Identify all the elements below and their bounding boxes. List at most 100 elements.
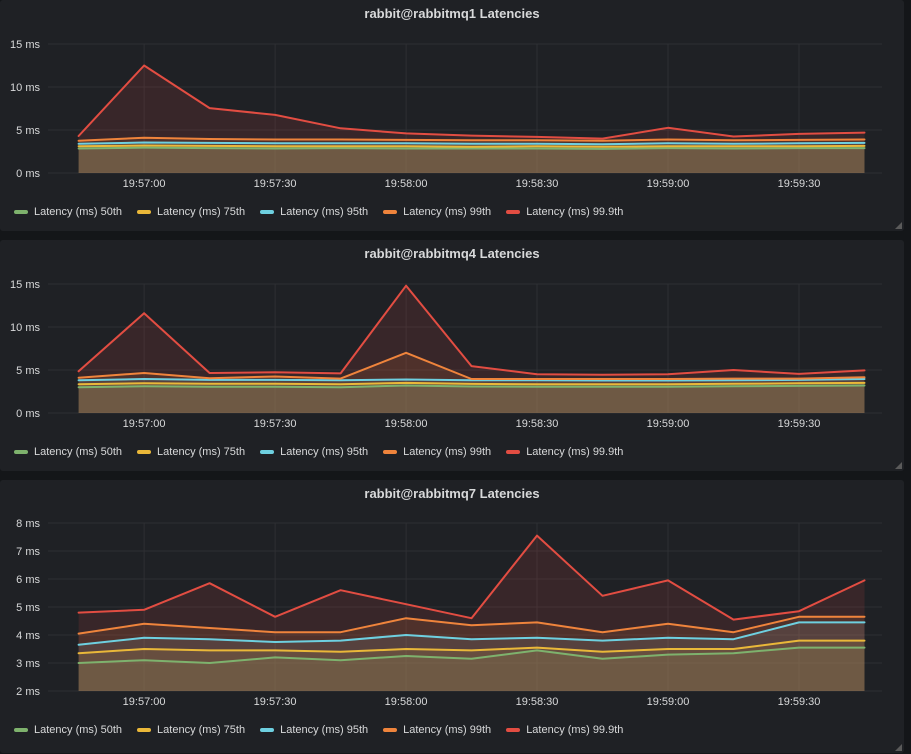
svg-text:19:59:00: 19:59:00 [647,418,690,430]
legend-marker-icon [383,728,398,732]
x-axis-labels: 19:57:00 19:57:30 19:58:00 19:58:30 19:59:00… [123,418,821,430]
legend-item-75th[interactable]: Latency (ms) 75th [137,724,245,736]
chart-legend: Latency (ms) 50th Latency (ms) 75th Latenc… [0,441,904,463]
legend-item-95th[interactable]: Latency (ms) 95th [260,206,368,218]
legend-label: Latency (ms) 95th [280,206,369,218]
legend-label: Latency (ms) 75th [157,724,246,736]
svg-text:19:59:30: 19:59:30 [778,178,821,190]
svg-text:19:58:30: 19:58:30 [516,178,559,190]
svg-text:7 ms: 7 ms [16,546,40,558]
svg-text:8 ms: 8 ms [16,518,40,530]
svg-text:5 ms: 5 ms [16,602,40,614]
svg-text:19:58:30: 19:58:30 [516,418,559,430]
series-areas [78,65,865,173]
svg-text:5 ms: 5 ms [16,125,40,137]
svg-text:19:59:30: 19:59:30 [778,696,821,708]
svg-text:10 ms: 10 ms [10,322,40,334]
svg-text:15 ms: 15 ms [10,39,40,51]
legend-marker-icon [14,728,28,732]
series-areas [78,285,865,413]
chart-legend: Latency (ms) 50th Latency (ms) 75th Latenc… [0,719,904,741]
series-lines [77,534,866,664]
legend-item-50th[interactable]: Latency (ms) 50th [14,206,122,218]
svg-text:2 ms: 2 ms [16,686,40,698]
legend-item-95th[interactable]: Latency (ms) 95th [260,724,368,736]
legend-marker-icon [137,450,152,454]
panel-resize-handle-icon[interactable] [895,222,902,229]
legend-label: Latency (ms) 50th [34,446,123,458]
svg-text:19:58:00: 19:58:00 [385,418,428,430]
panel-title[interactable]: rabbit@rabbitmq1 Latencies [364,6,540,21]
svg-text:15 ms: 15 ms [10,279,40,291]
svg-text:5 ms: 5 ms [16,365,40,377]
legend-marker-icon [506,728,521,732]
y-axis-labels: 2 ms 3 ms 4 ms 5 ms 6 ms 7 ms 8 ms [16,518,40,698]
svg-text:19:57:00: 19:57:00 [123,178,166,190]
legend-marker-icon [506,450,521,454]
legend-label: Latency (ms) 99.9th [526,206,624,218]
panel-resize-handle-icon[interactable] [895,744,902,751]
legend-label: Latency (ms) 95th [280,446,369,458]
legend-marker-icon [383,450,398,454]
chart-canvas[interactable]: 0 ms 5 ms 10 ms 15 ms 19:57:00 19:57:30 19:58:… [0,268,904,438]
legend-label: Latency (ms) 99th [403,446,492,458]
chart-canvas[interactable]: 0 ms 5 ms 10 ms 15 ms 19:57:00 19:57:30 19:58:… [0,28,904,198]
legend-label: Latency (ms) 99th [403,206,492,218]
legend-marker-icon [506,210,521,214]
legend-item-99th[interactable]: Latency (ms) 99th [383,446,491,458]
x-axis-labels: 19:57:00 19:57:30 19:58:00 19:58:30 19:59:00… [123,178,821,190]
svg-text:19:57:30: 19:57:30 [254,418,297,430]
legend-item-99th[interactable]: Latency (ms) 99th [383,724,491,736]
svg-text:3 ms: 3 ms [16,658,40,670]
legend-marker-icon [137,728,152,732]
legend-marker-icon [260,450,275,454]
panel-rabbitmq1: rabbit@rabbitmq1 Latencies 0 ms 5 ms 10 ms… [0,0,904,231]
svg-text:0 ms: 0 ms [16,408,40,420]
svg-text:19:59:00: 19:59:00 [647,696,690,708]
svg-text:19:58:30: 19:58:30 [516,696,559,708]
svg-text:19:57:00: 19:57:00 [123,418,166,430]
legend-marker-icon [260,210,275,214]
legend-marker-icon [137,210,152,214]
legend-label: Latency (ms) 99.9th [526,446,624,458]
panel-title[interactable]: rabbit@rabbitmq7 Latencies [364,486,540,501]
legend-item-99.9th[interactable]: Latency (ms) 99.9th [506,206,623,218]
legend-item-50th[interactable]: Latency (ms) 50th [14,724,122,736]
svg-text:4 ms: 4 ms [16,630,40,642]
svg-text:19:58:00: 19:58:00 [385,178,428,190]
legend-item-75th[interactable]: Latency (ms) 75th [137,446,245,458]
series-areas [78,535,865,691]
svg-text:19:57:00: 19:57:00 [123,696,166,708]
series-lines [77,64,866,150]
panel-rabbitmq7: rabbit@rabbitmq7 Latencies 2 ms 3 ms 4 ms 5… [0,480,904,753]
legend-marker-icon [14,210,28,214]
legend-label: Latency (ms) 75th [157,446,246,458]
svg-text:19:57:30: 19:57:30 [254,178,297,190]
svg-text:19:59:00: 19:59:00 [647,178,690,190]
svg-text:6 ms: 6 ms [16,574,40,586]
legend-label: Latency (ms) 50th [34,206,123,218]
legend-label: Latency (ms) 75th [157,206,246,218]
svg-text:19:59:30: 19:59:30 [778,418,821,430]
x-axis-labels: 19:57:00 19:57:30 19:58:00 19:58:30 19:59:00… [123,696,821,708]
legend-item-50th[interactable]: Latency (ms) 50th [14,446,122,458]
y-axis-labels: 0 ms 5 ms 10 ms 15 ms [10,279,40,420]
legend-marker-icon [260,728,275,732]
legend-item-99.9th[interactable]: Latency (ms) 99.9th [506,446,623,458]
legend-label: Latency (ms) 99.9th [526,724,624,736]
legend-marker-icon [14,450,28,454]
panel-resize-handle-icon[interactable] [895,462,902,469]
series-lines [77,284,866,389]
chart-canvas[interactable]: 2 ms 3 ms 4 ms 5 ms 6 ms 7 ms 8 ms 19:57:00 19:5… [0,508,904,716]
svg-text:19:58:00: 19:58:00 [385,696,428,708]
svg-text:0 ms: 0 ms [16,168,40,180]
legend-item-95th[interactable]: Latency (ms) 95th [260,446,368,458]
legend-label: Latency (ms) 99th [403,724,492,736]
legend-item-99.9th[interactable]: Latency (ms) 99.9th [506,724,623,736]
legend-item-99th[interactable]: Latency (ms) 99th [383,206,491,218]
grid-lines [48,522,882,692]
grid-lines [48,43,882,174]
legend-item-75th[interactable]: Latency (ms) 75th [137,206,245,218]
panel-title[interactable]: rabbit@rabbitmq4 Latencies [364,246,540,261]
